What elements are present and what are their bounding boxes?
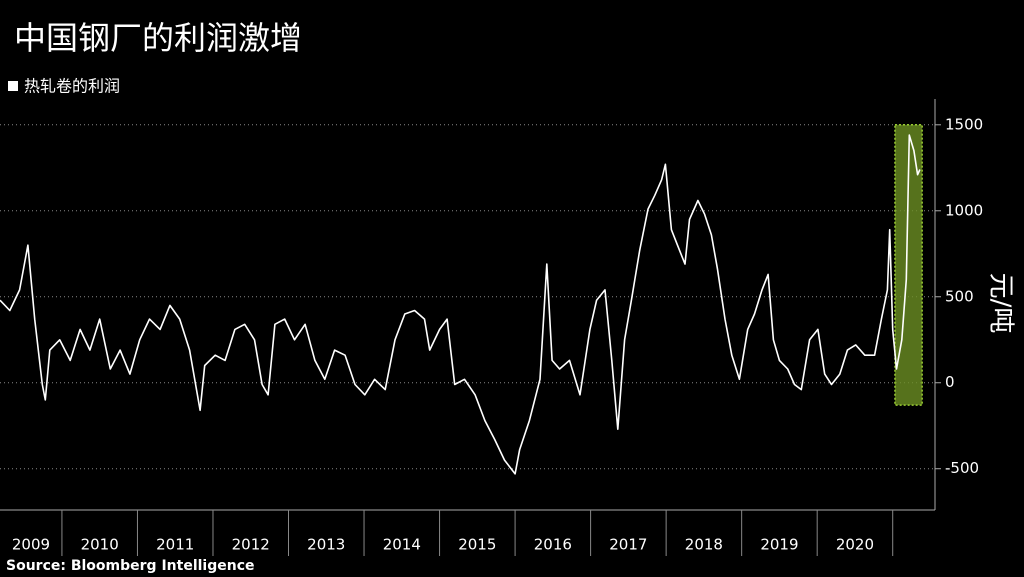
- y-tick-label: 500: [945, 287, 974, 305]
- chart-title: 中国钢厂的利润激增: [14, 19, 302, 57]
- y-tick-label: 1500: [945, 115, 983, 133]
- x-tick-label: 2015: [458, 536, 496, 554]
- y-tick-label: -500: [945, 459, 979, 477]
- x-tick-label: 2011: [156, 536, 194, 554]
- y-tick-label: 1000: [945, 201, 983, 219]
- x-tick-label: 2019: [760, 536, 798, 554]
- x-tick-label: 2009: [12, 536, 50, 554]
- x-tick-label: 2016: [534, 536, 572, 554]
- x-tick-label: 2012: [232, 536, 270, 554]
- x-tick-label: 2018: [685, 536, 723, 554]
- legend-label: 热轧卷的利润: [24, 77, 120, 96]
- x-tick-label: 2020: [836, 536, 874, 554]
- x-tick-label: 2010: [81, 536, 119, 554]
- y-tick-label: 0: [945, 373, 955, 391]
- data-line: [0, 134, 921, 475]
- legend-swatch: [8, 81, 18, 91]
- x-tick-label: 2017: [609, 536, 647, 554]
- y-axis-label: 元/吨: [986, 273, 1016, 334]
- x-tick-label: 2014: [383, 536, 421, 554]
- x-tick-label: 2013: [307, 536, 345, 554]
- source: Source: Bloomberg Intelligence: [6, 558, 255, 574]
